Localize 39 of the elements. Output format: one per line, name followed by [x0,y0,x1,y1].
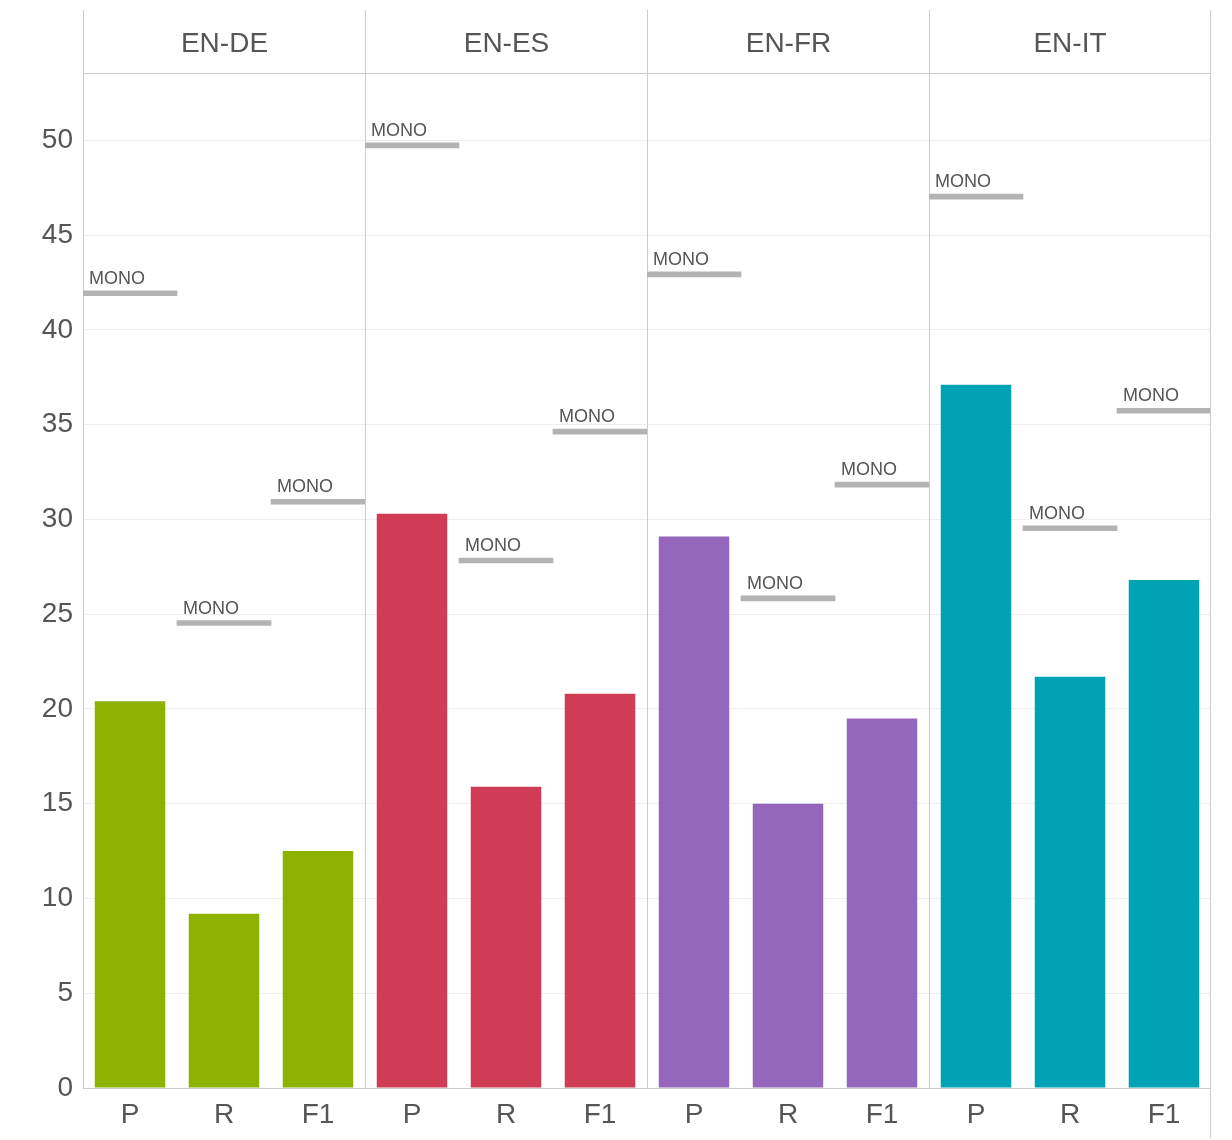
x-tick-label: R [213,1097,235,1129]
text: MONO [747,572,803,593]
y-tick-label: 50 [41,123,73,155]
y-tick-label: 10 [41,881,73,913]
chart-title: EN-DE [83,10,365,74]
y-tick-label: 45 [41,217,73,249]
x-tick-label: F1 [583,1097,617,1129]
text: MONO [1123,385,1179,406]
text: MONO [559,406,615,427]
x-tick-label: P [120,1097,140,1129]
x-tick-label: F1 [301,1097,335,1129]
text: MONO [841,459,897,480]
text: MONO [277,476,333,497]
y-tick-label: 15 [41,786,73,818]
x-tick-label: F1 [865,1097,899,1129]
x-tick-label: P [966,1097,986,1129]
x-tick-label: P [402,1097,422,1129]
text: MONO [1029,502,1085,523]
chart-title: EN-FR [647,10,929,74]
y-tick-label: 40 [41,312,73,344]
chart-title: EN-ES [365,10,647,74]
series-label: MONO [89,267,145,288]
y-tick-label: 0 [57,1070,73,1102]
y-tick-label: 5 [57,975,73,1007]
x-tick-label: R [495,1097,517,1129]
x-tick-label: R [777,1097,799,1129]
y-tick-label: 35 [41,407,73,439]
series-label: MONO [935,171,991,192]
y-tick-label: 30 [41,502,73,534]
series-label: MONO [653,248,709,269]
x-tick-label: R [1059,1097,1081,1129]
x-tick-label: F1 [1147,1097,1181,1129]
text: MONO [183,597,239,618]
chart-title: EN-IT [929,10,1211,74]
x-tick-label: P [684,1097,704,1129]
y-tick-label: 20 [41,691,73,723]
series-label: MONO [465,534,521,555]
text: MONO [371,119,427,140]
y-tick-label: 25 [41,596,73,628]
